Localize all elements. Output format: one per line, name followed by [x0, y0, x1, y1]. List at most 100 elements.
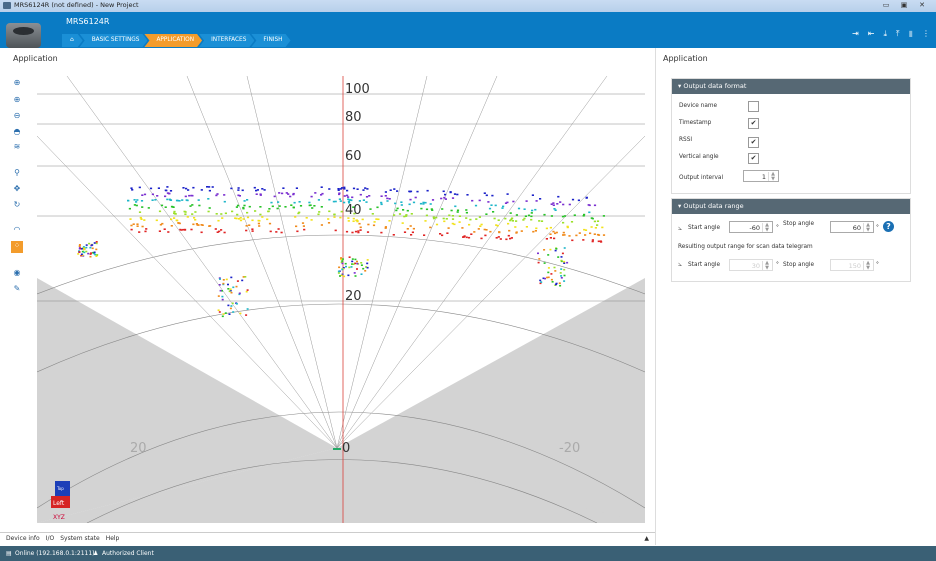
scan-point [359, 226, 362, 229]
res-stop-angle-value: 150 [848, 262, 861, 270]
scan-point [194, 219, 197, 221]
orientation-left-face [51, 496, 70, 508]
crumb-basic-settings[interactable]: BASIC SETTINGS [80, 34, 148, 47]
scan-point [166, 186, 169, 188]
points-icon[interactable]: ⁘ [11, 241, 23, 253]
scan-point [450, 209, 453, 212]
login-icon[interactable]: ⇥ [852, 29, 859, 38]
tab-help[interactable]: Help [105, 535, 120, 542]
scan-point [431, 209, 434, 211]
rotate-icon[interactable]: ↻ [13, 200, 21, 209]
output-format-header[interactable]: ▾ Output data format [672, 79, 910, 94]
scan-point [531, 209, 534, 212]
scan-point [573, 214, 576, 216]
zoom-in-small-icon[interactable]: ⊕ [13, 95, 21, 104]
scan-point [401, 222, 404, 224]
zoom-out-icon[interactable]: ⊖ [13, 111, 21, 120]
save-icon[interactable]: ▮ [908, 29, 913, 38]
output-data-format-card: ▾ Output data format Device name Timesta… [671, 78, 911, 194]
scan-point [341, 273, 344, 276]
home-crumb[interactable]: ⌂ [62, 34, 83, 47]
scan-point [339, 216, 342, 219]
scan-point [151, 193, 154, 196]
zoom-in-icon[interactable]: ⊕ [13, 78, 21, 87]
scan-point [143, 193, 147, 196]
scan-point [343, 186, 346, 189]
scan-point [179, 228, 182, 231]
scan-point [341, 268, 344, 271]
scan-point [510, 218, 513, 221]
help-icon[interactable]: ? [883, 221, 894, 232]
start-angle-input[interactable]: -60 ▲ ▼ [729, 221, 773, 233]
scan-point [353, 272, 356, 274]
scan-point [467, 236, 471, 239]
vertical-angle-checkbox[interactable]: ✔ [748, 153, 759, 164]
scan-point [360, 264, 363, 266]
scan-point [405, 215, 408, 217]
scan-point [449, 191, 452, 194]
crumb-interfaces[interactable]: INTERFACES [199, 34, 254, 47]
logout-icon[interactable]: ⇤ [867, 29, 875, 38]
scan-point [545, 238, 548, 240]
scan-point [296, 230, 299, 233]
download-icon[interactable]: ⤓ [883, 29, 888, 38]
scan-point [380, 195, 383, 197]
scan-point [342, 267, 345, 269]
stepper-icon[interactable]: ▲ ▼ [762, 223, 771, 232]
distance-label-60: 60 [345, 149, 362, 164]
scan-point [129, 218, 132, 220]
scan-point [584, 234, 587, 236]
scan-point [410, 213, 413, 215]
eye-icon[interactable]: ◉ [13, 268, 21, 277]
rssi-checkbox[interactable]: ✔ [748, 137, 759, 148]
wrench-icon[interactable]: ✎ [13, 284, 21, 293]
scan-point [420, 207, 423, 210]
stepper-icon[interactable]: ▲ ▼ [768, 172, 777, 181]
search-icon[interactable]: ⚲ [14, 168, 20, 177]
scan-point [549, 226, 552, 229]
more-menu-icon[interactable]: ⋮ [922, 29, 930, 38]
crumb-finish[interactable]: FINISH [251, 34, 290, 47]
scan-point [222, 279, 225, 281]
scan-canvas[interactable]: 100 80 60 40 20 0 20 -20 Top Left XYZ [37, 76, 645, 523]
tab-system-state[interactable]: System state [60, 535, 100, 542]
tab-device-info[interactable]: Device info [6, 535, 40, 542]
scan-point [302, 225, 305, 227]
scan-point [547, 254, 550, 256]
crumb-application[interactable]: APPLICATION [144, 34, 202, 47]
scan-point [419, 202, 423, 205]
tab-io[interactable]: I/O [45, 535, 55, 542]
field-icon[interactable]: ◠ [13, 225, 21, 234]
scan-point [354, 275, 357, 277]
view-layers-icon[interactable]: ≋ [13, 142, 21, 151]
view-dome-icon[interactable]: ◓ [13, 127, 21, 136]
device-name-checkbox[interactable] [748, 101, 759, 112]
scan-point [409, 225, 412, 227]
stepper-icon[interactable]: ▲ ▼ [863, 223, 872, 232]
upload-icon[interactable]: ⤒ [896, 29, 900, 38]
scan-point [384, 227, 387, 229]
output-range-header[interactable]: ▾ Output data range [672, 199, 910, 214]
scan-point [227, 288, 230, 290]
scan-point [372, 224, 376, 227]
scan-point [530, 212, 533, 214]
scan-point [591, 217, 594, 220]
scan-viewer[interactable]: 100 80 60 40 20 0 20 -20 Top Left XYZ [37, 76, 645, 523]
move-icon[interactable]: ✥ [13, 184, 21, 193]
scan-point [366, 266, 369, 269]
scan-point [568, 235, 571, 237]
scan-point [165, 189, 168, 192]
minimize-button[interactable]: ▭ [882, 1, 890, 9]
scan-point [327, 222, 331, 224]
maximize-button[interactable]: ▣ [900, 1, 908, 9]
output-interval-input[interactable]: 1 ▲ ▼ [743, 170, 779, 182]
timestamp-checkbox[interactable]: ✔ [748, 118, 759, 129]
scan-point [78, 244, 81, 246]
scan-point [554, 249, 557, 252]
expand-panel-icon[interactable]: ▲ [644, 535, 649, 542]
scan-point [217, 219, 220, 222]
scan-point [200, 231, 203, 234]
stop-angle-input[interactable]: 60 ▲ ▼ [830, 221, 874, 233]
scan-point [424, 201, 427, 204]
close-button[interactable]: ✕ [919, 1, 925, 9]
